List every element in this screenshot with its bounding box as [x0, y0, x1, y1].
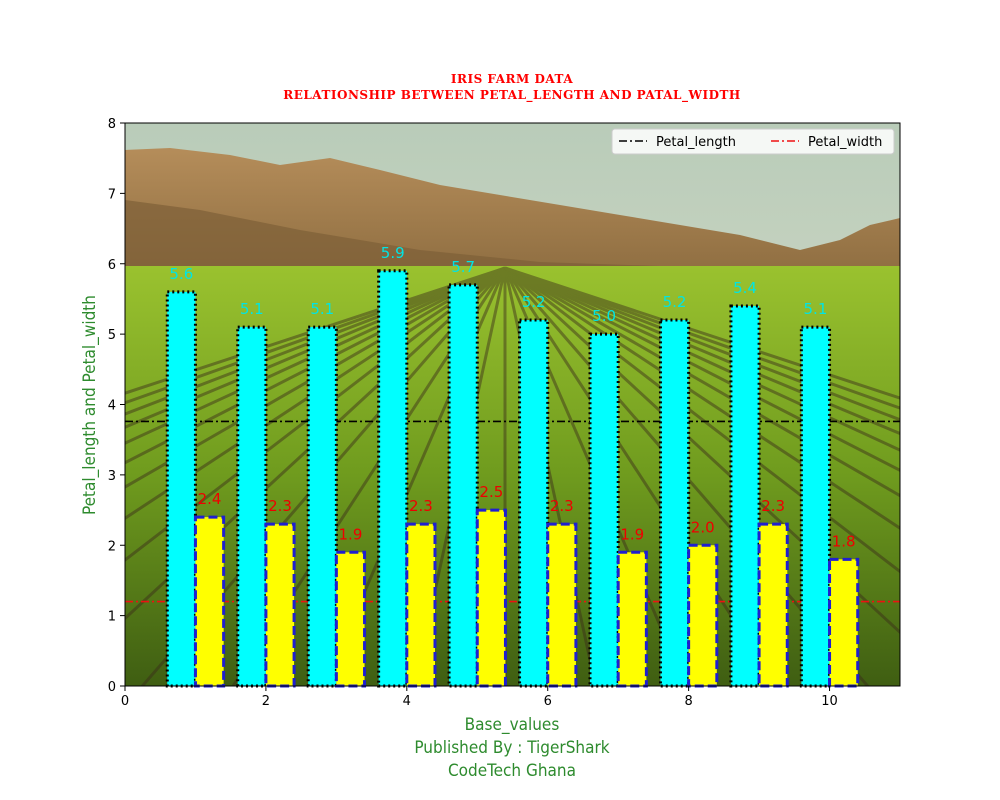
legend-label-petal-length: Petal_length [656, 135, 736, 150]
field-row [125, 266, 506, 465]
bar-label-petal-length: 5.0 [592, 307, 616, 325]
field-row [125, 266, 506, 562]
bar-petal-width [828, 557, 860, 688]
bar-petal-width [334, 550, 367, 688]
field-row [504, 266, 900, 422]
bar-label-petal-width: 2.3 [761, 497, 785, 515]
bar-petal-length [306, 325, 338, 688]
x-axis-label: Base_values [465, 715, 560, 735]
y-axis-label: Petal_length and Petal_width [80, 295, 100, 515]
y-tick-label: 7 [108, 187, 116, 202]
x-tick-label: 4 [403, 694, 411, 709]
bar-label-petal-width: 2.3 [409, 497, 433, 515]
y-tick-label: 8 [108, 117, 116, 132]
bar-label-petal-width: 2.5 [479, 483, 503, 501]
bar-label-petal-length: 5.1 [804, 300, 828, 318]
bar-petal-width [616, 550, 648, 688]
bar-label-petal-length: 5.2 [663, 293, 687, 311]
bar-label-petal-length: 5.6 [169, 265, 193, 283]
bar-petal-width [475, 508, 507, 688]
field-row [125, 266, 507, 621]
bar-label-petal-width: 2.3 [268, 497, 292, 515]
legend-label-petal-width: Petal_width [808, 135, 882, 150]
field-row [125, 266, 506, 445]
bar-petal-length [447, 283, 479, 688]
field-row [125, 266, 506, 405]
bar-petal-width [193, 515, 226, 688]
bar-label-petal-width: 1.9 [620, 525, 644, 543]
y-tick-label: 0 [108, 680, 116, 695]
legend: Petal_length Petal_width [611, 128, 895, 155]
bar-petal-length [658, 318, 691, 688]
bar-petal-width [264, 522, 296, 688]
bar-label-petal-length: 5.9 [381, 244, 405, 262]
bar-label-petal-length: 5.2 [522, 293, 546, 311]
bar-label-petal-width: 2.3 [550, 497, 574, 515]
bar-petal-width [757, 522, 789, 688]
x-tick-label: 6 [544, 694, 552, 709]
bar-petal-length [588, 332, 620, 688]
bar-label-petal-length: 5.4 [733, 279, 757, 297]
bar-label-petal-length: 5.1 [240, 300, 264, 318]
x-tick-label: 10 [821, 694, 838, 709]
x-tick-label: 0 [121, 694, 129, 709]
chart-title-line1: IRIS FARM DATA [451, 72, 573, 86]
bar-petal-width [405, 522, 437, 688]
field-row [504, 266, 900, 400]
field-row [504, 266, 900, 410]
bar-petal-width [687, 543, 719, 688]
bar-petal-length [236, 325, 268, 688]
field-row [504, 266, 900, 498]
bar-label-petal-length: 5.1 [310, 300, 334, 318]
y-tick-label: 3 [108, 469, 116, 484]
bar-label-petal-length: 5.7 [451, 258, 475, 276]
bar-petal-length [165, 290, 197, 688]
bar-petal-length [377, 269, 409, 688]
y-tick-label: 6 [108, 258, 116, 273]
bar-label-petal-width: 1.9 [339, 525, 363, 543]
y-tick-label: 5 [108, 328, 116, 343]
bar-label-petal-width: 2.0 [691, 518, 715, 536]
x-tick-label: 2 [262, 694, 270, 709]
field-row [125, 266, 506, 395]
bar-label-petal-width: 2.4 [198, 490, 222, 508]
bar-petal-length [799, 325, 832, 688]
bar-label-petal-width: 1.8 [832, 532, 856, 550]
bar-petal-length [729, 304, 761, 688]
field-row [504, 266, 900, 473]
x-tick-label: 8 [684, 694, 692, 709]
footer-published-by: Published By : TigerShark [414, 738, 609, 758]
bar-petal-length [518, 318, 550, 688]
bar-petal-width [546, 522, 578, 688]
footer-codetech: CodeTech Ghana [448, 761, 576, 781]
y-tick-label: 2 [108, 539, 116, 554]
chart-title-line2: RELATIONSHIP BETWEEN PETAL_LENGTH AND PA… [283, 88, 741, 103]
y-tick-label: 1 [108, 610, 116, 625]
y-tick-label: 4 [108, 399, 116, 414]
